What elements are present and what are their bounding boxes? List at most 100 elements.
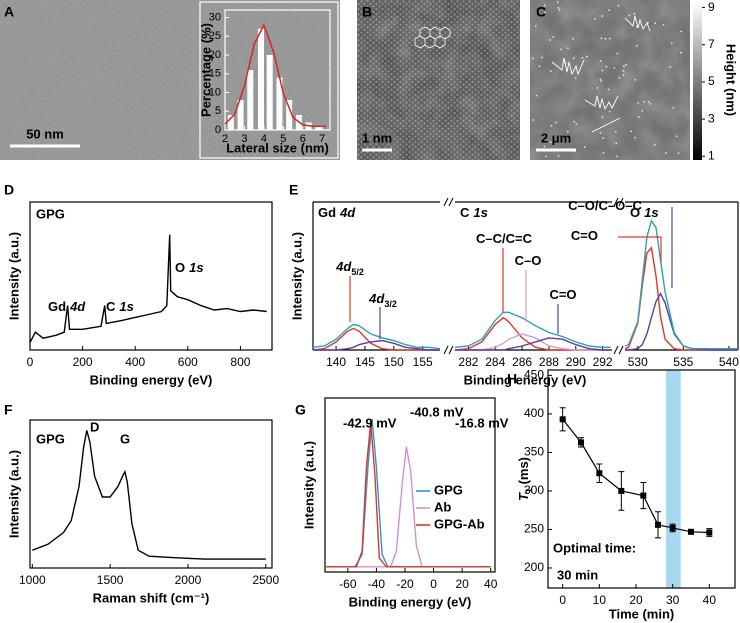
point (596, 470, 603, 477)
bar (237, 100, 244, 130)
x-tick-label: 0 (430, 577, 437, 591)
y-tick-label: 450 (524, 368, 544, 382)
series-line (312, 327, 440, 351)
dot (633, 13, 636, 15)
series-line (29, 234, 267, 343)
dot (623, 65, 625, 67)
x-tick-label: 284 (485, 355, 505, 369)
x-tick-label: -40 (368, 577, 386, 591)
dot (543, 145, 546, 148)
x-tick-label: 155 (413, 355, 433, 369)
panel-sample-label: GPG (36, 206, 65, 221)
fit-line (224, 23, 327, 128)
peak-label-main: C=O (571, 228, 598, 243)
dot (573, 120, 576, 123)
panel-label: F (4, 402, 13, 418)
peak-label-main: 4d (335, 259, 352, 274)
x-tick-label: 286 (512, 355, 532, 369)
dot (549, 70, 552, 73)
x-tick-label: 5 (280, 133, 286, 145)
y-axis-label: Intensity (a.u.) (301, 441, 316, 529)
peak-leader (618, 236, 662, 262)
x-tick-label: 200 (73, 355, 93, 369)
legend-label: GPG-Ab (434, 516, 485, 531)
peak-label-main: C–O/C–O–C (568, 198, 642, 213)
dot (572, 57, 575, 59)
x-tick-label: 540 (719, 355, 739, 369)
dot (647, 100, 650, 103)
y-axis-label: Intensity (a.u.) (289, 232, 304, 320)
point (559, 416, 566, 423)
y-tick-label: 350 (524, 445, 544, 459)
peak-label-main: C=O (549, 287, 576, 302)
dot (622, 69, 625, 72)
dot (630, 130, 632, 133)
dot (634, 136, 636, 139)
image-b (357, 0, 520, 160)
dot (594, 18, 596, 20)
image-c (530, 0, 690, 160)
series-line (625, 291, 738, 351)
x-tick-label: 30 (666, 593, 680, 607)
y-axis-label: Intensity (a.u.) (6, 450, 21, 538)
x-tick-label: 40 (484, 577, 498, 591)
x-tick-label: 292 (593, 355, 613, 369)
plot-frame (547, 369, 736, 589)
scale-bar-label: 50 nm (26, 126, 64, 141)
point (655, 521, 661, 528)
dot (680, 30, 682, 33)
dot (607, 88, 610, 91)
x-tick-label: 6 (300, 133, 306, 145)
dot (641, 109, 644, 112)
section-title: O 1s (630, 205, 659, 220)
y-tick-label: 25 (209, 30, 221, 42)
x-axis-label: Binding energy (eV) (90, 372, 213, 387)
section-title-element: O (630, 205, 640, 220)
dot (575, 122, 578, 125)
dot (654, 22, 657, 25)
bar (257, 28, 264, 130)
peak-label: C=O (571, 228, 598, 243)
legend-label: GPG (434, 482, 463, 497)
dot (581, 56, 584, 59)
dot (567, 47, 569, 50)
colorbar (693, 2, 702, 160)
dot (549, 39, 551, 41)
y-axis-label: Intensity (a.u.) (6, 232, 21, 320)
x-axis-label: Raman shift (cm⁻¹) (93, 590, 210, 605)
scale-bar-label: 1 nm (362, 130, 392, 145)
x-tick-label: 20 (629, 593, 643, 607)
peak-label: C=O (549, 287, 576, 302)
annotation: -16.8 mV (455, 415, 509, 430)
y-tick-label: 10 (209, 86, 221, 98)
x-tick-label: 530 (628, 355, 648, 369)
dot (622, 74, 625, 77)
y-axis-label-rest: (ms) (516, 457, 531, 488)
x-tick-label: 3 (241, 133, 247, 145)
dot (557, 154, 560, 157)
x-tick-label: 1000 (19, 573, 46, 587)
section-title-orbital: 4d (339, 205, 356, 220)
dot (560, 48, 562, 51)
panel-label: E (289, 182, 298, 198)
highlight-band (666, 370, 681, 588)
dot (555, 121, 557, 124)
image-a (0, 0, 340, 160)
dot (637, 102, 640, 104)
section-title: C 1s (460, 205, 488, 220)
x-tick-label: -20 (396, 577, 414, 591)
annotation-orbital: 1s (189, 260, 203, 275)
annotation: C 1s (106, 299, 134, 314)
y-tick-label: 400 (524, 406, 544, 420)
panel-label: B (362, 4, 372, 20)
x-tick-label: 600 (178, 355, 198, 369)
peak-label: 4d5/2 (335, 259, 364, 277)
annotation-orbital: 1s (119, 299, 133, 314)
x-tick-label: 1500 (97, 573, 124, 587)
dot (680, 51, 682, 54)
dot (608, 9, 610, 12)
series-line (313, 339, 440, 351)
y-tick-label: 200 (524, 560, 544, 574)
y-tick-label: 250 (524, 522, 544, 536)
